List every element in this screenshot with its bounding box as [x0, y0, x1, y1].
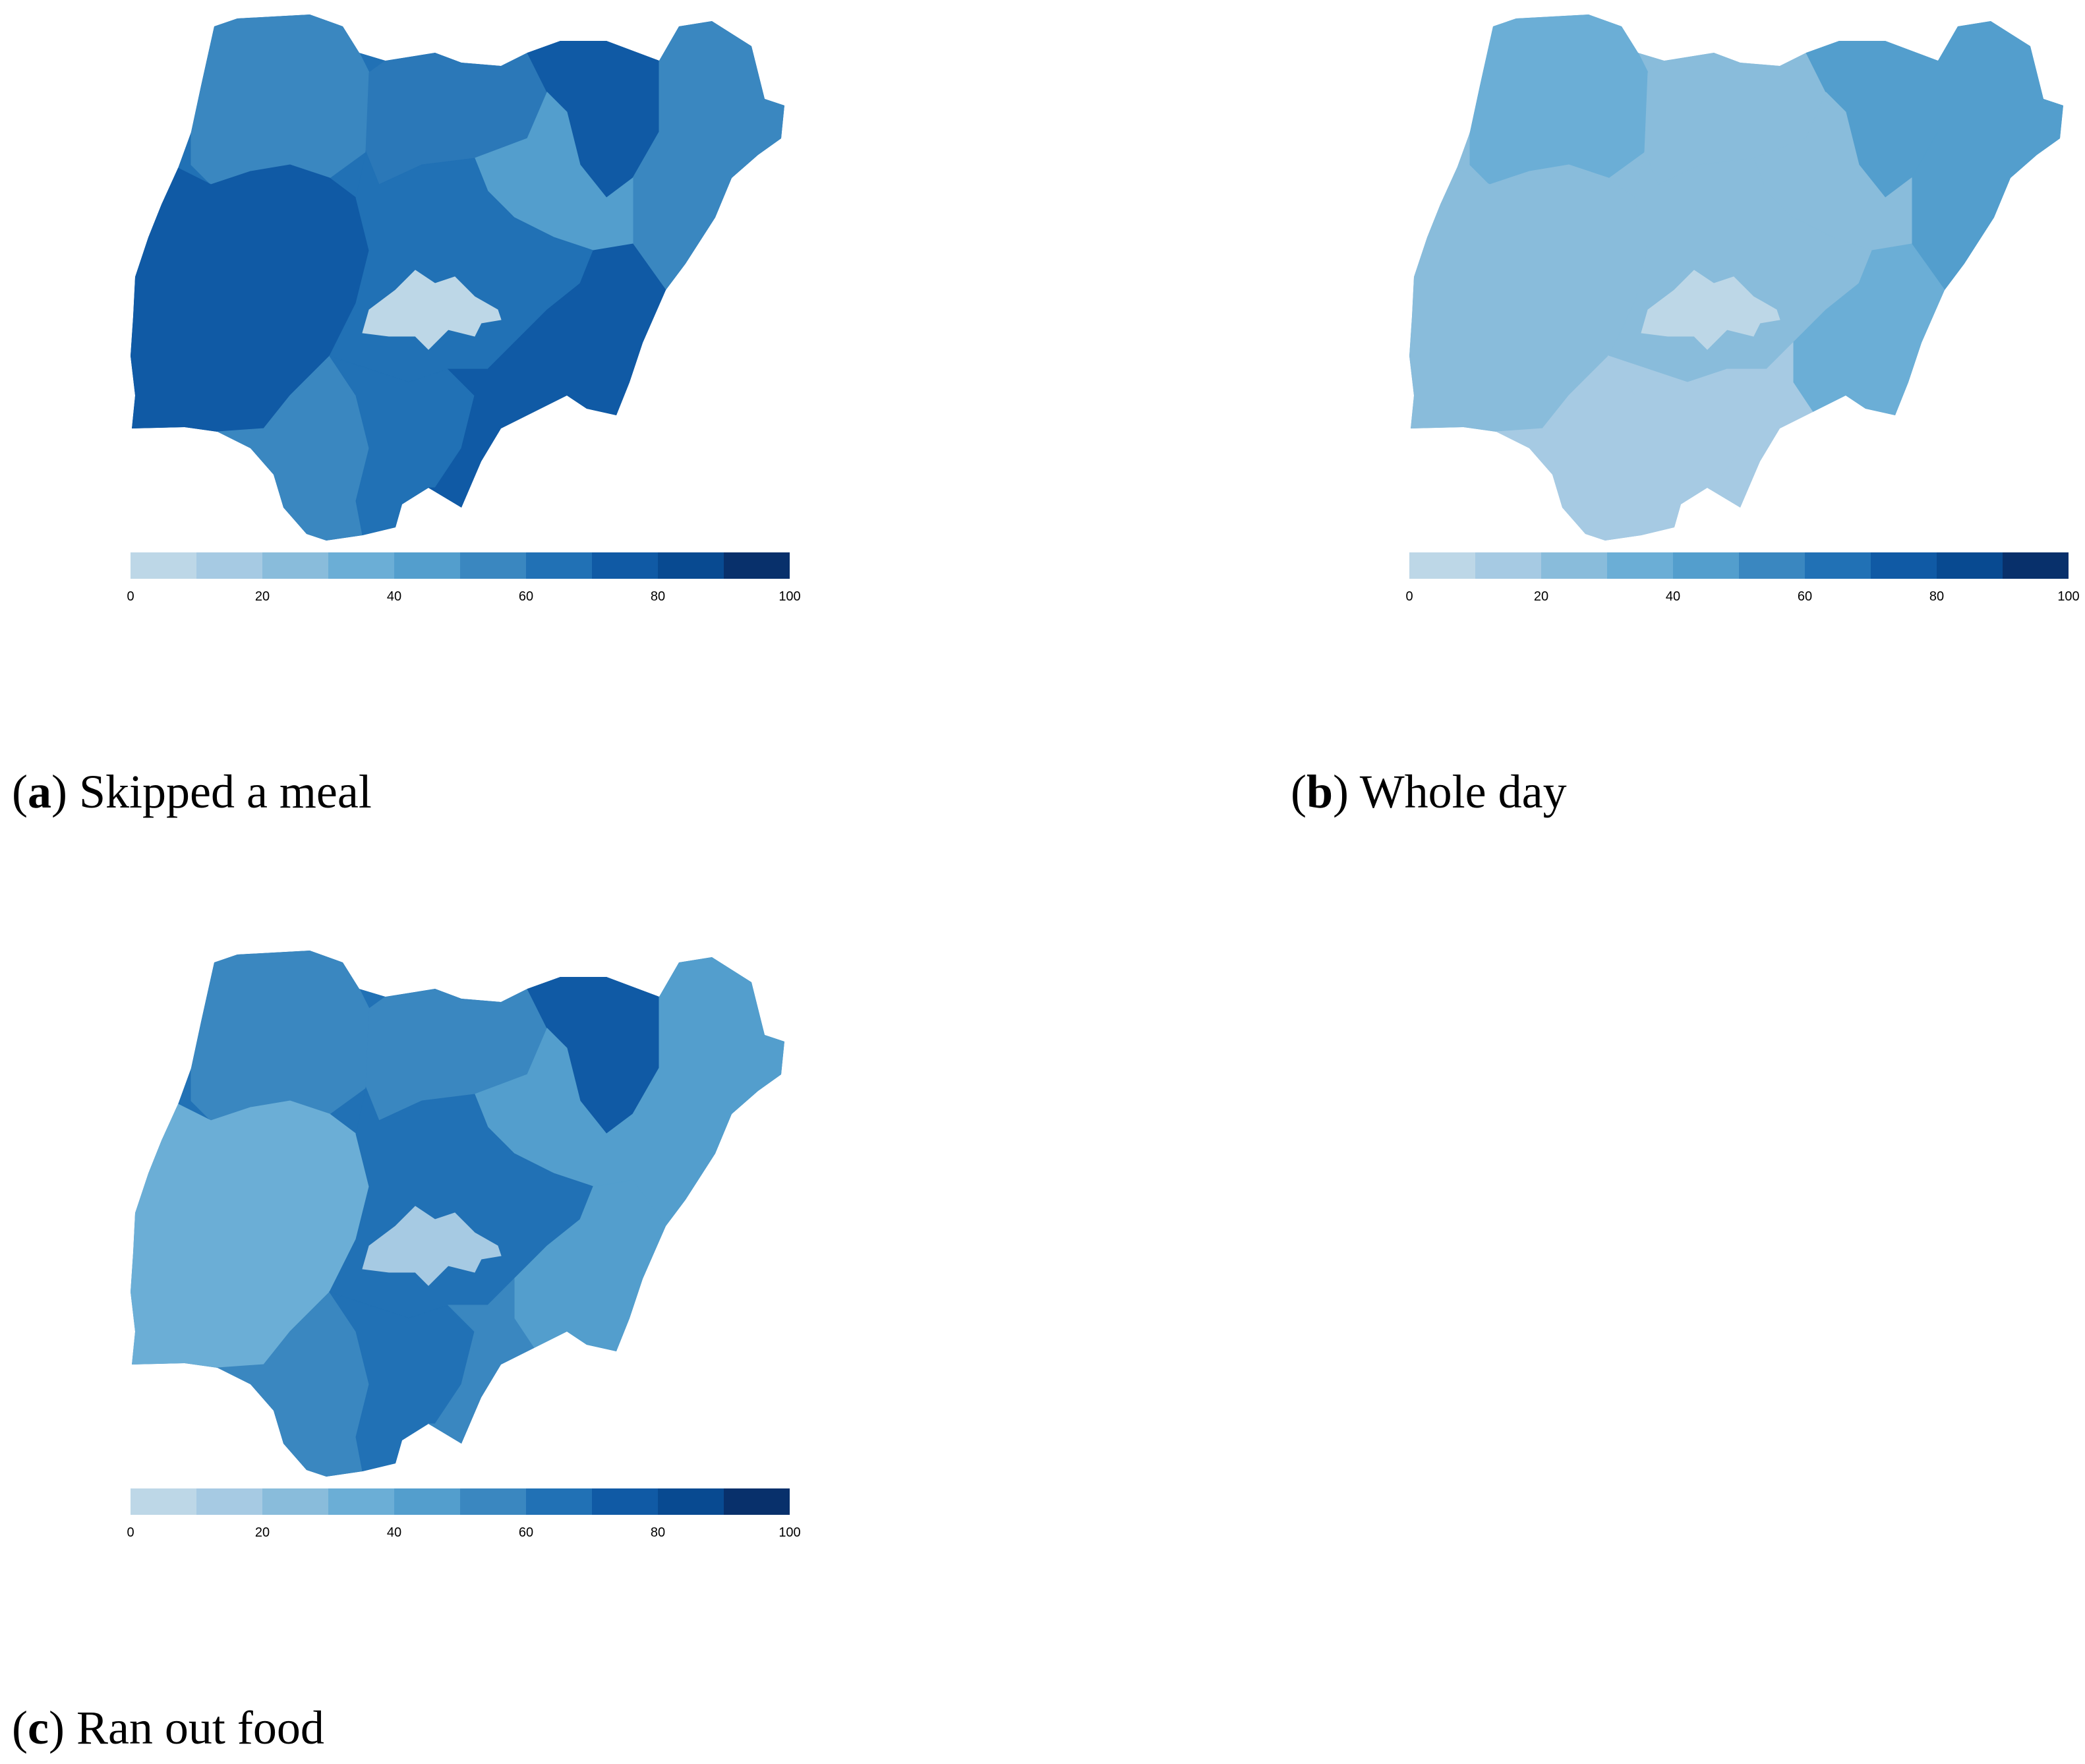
panel-a: 0 20 40 60 80 100 (a) Skipped a meal — [0, 0, 857, 857]
legend-tick-20: 20 — [254, 1525, 270, 1540]
legend-swatch-0 — [131, 1488, 196, 1515]
legend-swatch-7 — [1871, 552, 1937, 579]
region-south-east — [427, 341, 535, 508]
legend-tick-40: 40 — [386, 589, 402, 604]
legend-tick-100: 100 — [778, 589, 801, 604]
legend-swatch-4 — [394, 552, 460, 579]
legend-swatch-3 — [328, 1488, 394, 1515]
legend-tick-80: 80 — [650, 1525, 666, 1540]
region-south-east — [427, 1278, 535, 1444]
legend-swatch-9 — [724, 1488, 790, 1515]
legend-swatch-3 — [1607, 552, 1673, 579]
legend-tick-40: 40 — [386, 1525, 402, 1540]
legend-bar-c — [131, 1488, 790, 1515]
legend-tick-80: 80 — [650, 589, 666, 604]
legend-swatch-6 — [526, 552, 592, 579]
caption-c: (c) Ran out food — [12, 1701, 324, 1754]
region-fct — [362, 1206, 502, 1286]
legend-tick-60: 60 — [1797, 589, 1813, 604]
legend-swatch-6 — [526, 1488, 592, 1515]
legend-swatch-2 — [262, 1488, 328, 1515]
legend-swatch-6 — [1805, 552, 1871, 579]
legend-swatch-5 — [460, 1488, 526, 1515]
region-north-west — [191, 951, 370, 1121]
legend-swatch-8 — [1937, 552, 2003, 579]
panel-c: 0 20 40 60 80 100 (c) Ran out food — [0, 936, 857, 1764]
legend-tick-100: 100 — [778, 1525, 801, 1540]
legend-swatch-2 — [262, 552, 328, 579]
legend-tick-20: 20 — [1533, 589, 1549, 604]
legend-swatch-9 — [724, 552, 790, 579]
region-north-west — [1469, 15, 1649, 185]
legend-swatch-5 — [460, 552, 526, 579]
choropleth-map-b — [1409, 15, 2063, 541]
choropleth-map-c — [131, 951, 784, 1477]
legend-tick-100: 100 — [2057, 589, 2080, 604]
legend-swatch-4 — [1673, 552, 1739, 579]
panel-b: 0 20 40 60 80 100 (b) Whole day — [1279, 0, 2085, 857]
legend-swatch-1 — [196, 552, 262, 579]
legend-tick-0: 0 — [1405, 589, 1413, 604]
regions-group-a — [131, 15, 784, 541]
legend-bar-a — [131, 552, 790, 579]
legend-swatch-4 — [394, 1488, 460, 1515]
legend-tick-0: 0 — [127, 589, 134, 604]
legend-swatch-8 — [658, 1488, 724, 1515]
legend-swatch-0 — [131, 552, 196, 579]
region-fct — [362, 270, 502, 350]
caption-a: (a) Skipped a meal — [12, 765, 372, 818]
region-fct — [1641, 270, 1780, 350]
legend-swatch-1 — [196, 1488, 262, 1515]
legend-swatch-7 — [592, 552, 658, 579]
legend-tick-60: 60 — [518, 589, 534, 604]
legend-tick-20: 20 — [254, 589, 270, 604]
regions-group-c — [131, 951, 784, 1477]
legend-swatch-3 — [328, 552, 394, 579]
region-south-east — [1706, 341, 1813, 508]
legend-tick-40: 40 — [1665, 589, 1681, 604]
regions-group-b — [1409, 15, 2063, 541]
region-north-west — [191, 15, 370, 185]
legend-swatch-9 — [2003, 552, 2069, 579]
legend-swatch-5 — [1739, 552, 1805, 579]
legend-tick-60: 60 — [518, 1525, 534, 1540]
legend-bar-b — [1409, 552, 2069, 579]
legend-swatch-1 — [1475, 552, 1541, 579]
legend-swatch-7 — [592, 1488, 658, 1515]
legend-swatch-8 — [658, 552, 724, 579]
caption-b: (b) Whole day — [1291, 765, 1567, 818]
choropleth-map-a — [131, 15, 784, 541]
legend-tick-0: 0 — [127, 1525, 134, 1540]
legend-swatch-2 — [1541, 552, 1607, 579]
legend-swatch-0 — [1409, 552, 1475, 579]
legend-tick-80: 80 — [1929, 589, 1945, 604]
